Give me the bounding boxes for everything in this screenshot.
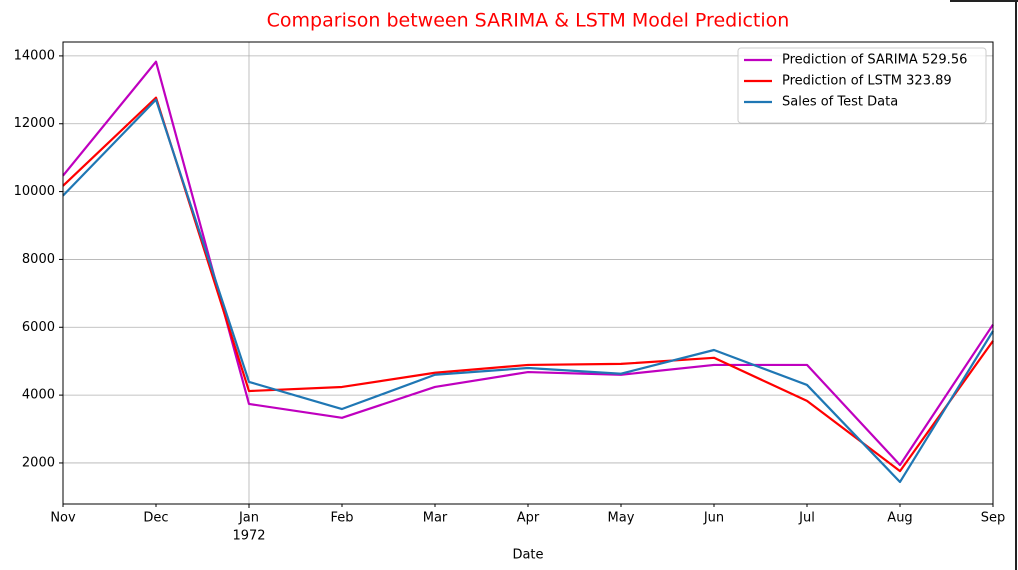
legend-label: Prediction of LSTM 323.89 (782, 74, 952, 89)
plot-frame (62, 41, 994, 505)
y-tick-label: 14000 (14, 48, 55, 63)
chart-title: Comparison between SARIMA & LSTM Model P… (267, 10, 790, 32)
legend: Prediction of SARIMA 529.56 Prediction of… (737, 47, 987, 124)
y-tick-label: 6000 (22, 320, 55, 335)
x-tick-label: May (608, 511, 635, 526)
x-tick-label: Jan (238, 511, 259, 526)
x-tick-sublabel: 1972 (232, 529, 265, 544)
y-tick-label: 4000 (22, 388, 55, 403)
x-tick-label: Jun (703, 511, 724, 526)
legend-label: Prediction of SARIMA 529.56 (782, 53, 967, 68)
legend-box (737, 47, 987, 124)
legend-label: Sales of Test Data (782, 95, 898, 110)
line-series (62, 96, 994, 473)
x-tick-label: Apr (517, 511, 540, 526)
y-tick-label: 10000 (14, 184, 55, 199)
x-tick-label: Mar (423, 511, 448, 526)
x-axis-label: Date (512, 548, 543, 563)
x-tick-label: Aug (887, 511, 912, 526)
x-tick-label: Dec (143, 511, 168, 526)
y-tick-label: 8000 (22, 252, 55, 267)
x-tick-label: Jul (798, 511, 815, 526)
line-series (62, 98, 994, 484)
x-tick-label: Sep (981, 511, 1006, 526)
y-tick-label: 12000 (14, 116, 55, 131)
y-tick-label: 2000 (22, 455, 55, 470)
x-tick-label: Feb (330, 511, 353, 526)
x-tick-label: Nov (50, 511, 76, 526)
